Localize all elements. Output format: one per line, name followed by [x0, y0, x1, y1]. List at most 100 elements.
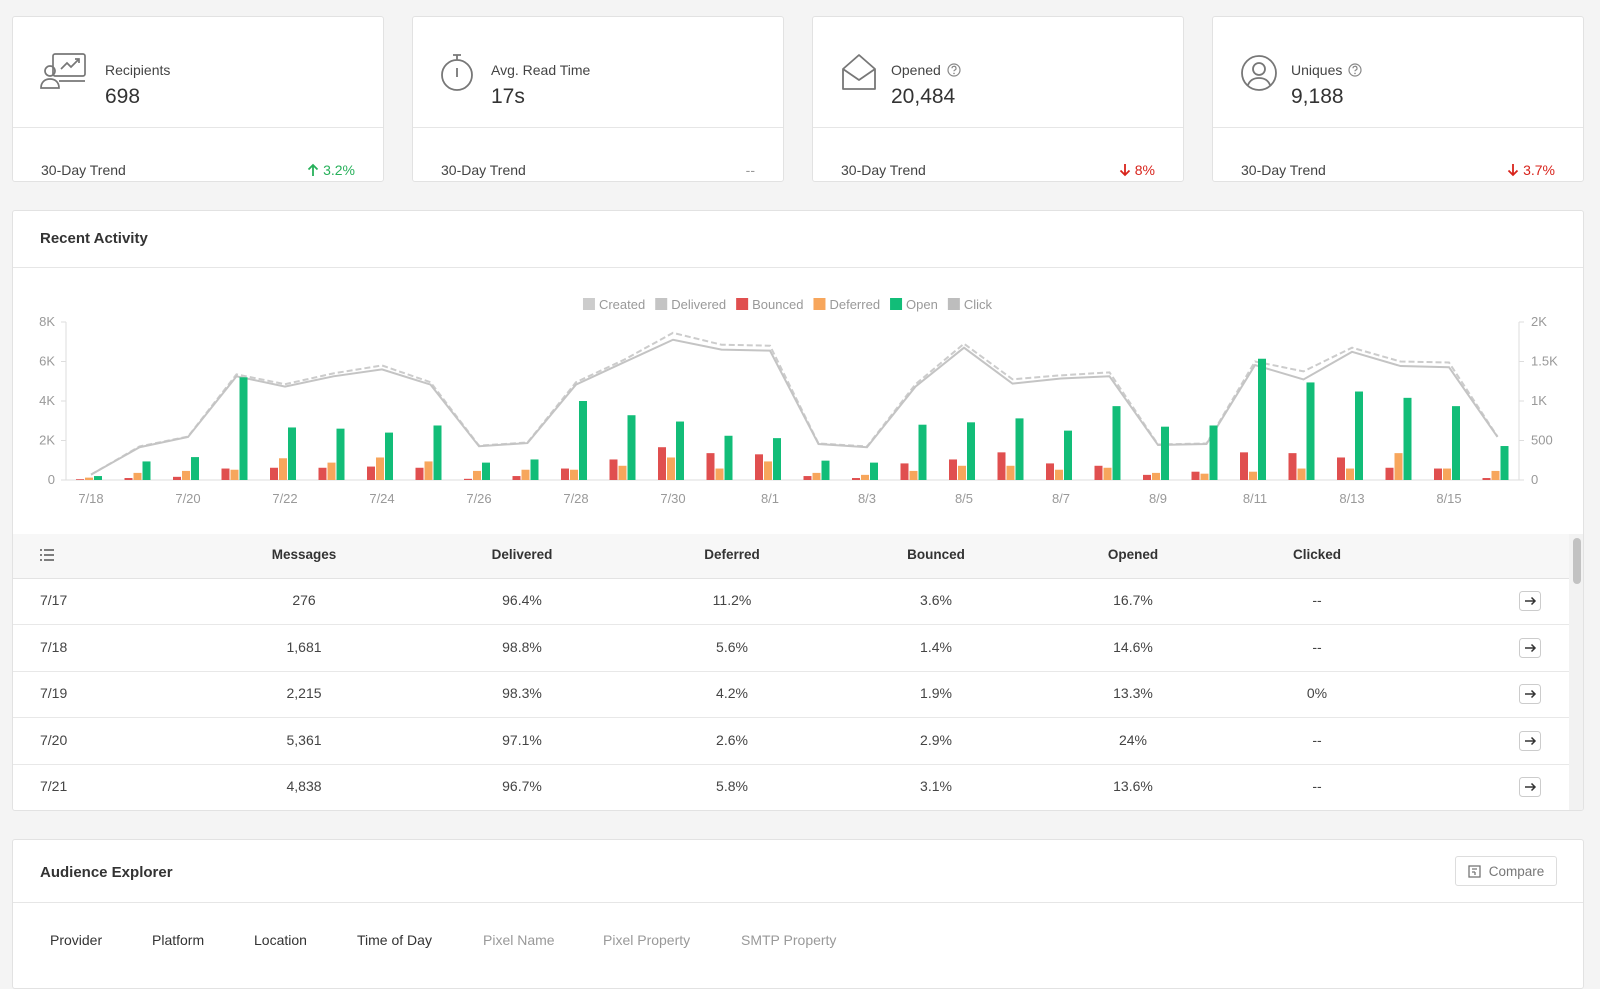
table-cell: 97.1% — [502, 731, 542, 748]
table-row: 7/20 5,361 97.1% 2.6% 2.9% 24% -- — [13, 718, 1569, 765]
bar — [85, 477, 93, 480]
bar — [764, 461, 772, 480]
bar — [958, 465, 966, 480]
divider — [13, 902, 1583, 903]
divider — [13, 267, 1583, 268]
legend: Created Delivered Bounced Deferred Open Click — [582, 297, 993, 312]
row-detail-button[interactable] — [1519, 777, 1541, 797]
bar — [1015, 418, 1024, 480]
bar — [1394, 453, 1403, 480]
row-detail-button[interactable] — [1519, 730, 1541, 751]
x-tick-label: 8/9 — [1149, 491, 1167, 506]
button-label: Compare — [1488, 863, 1545, 879]
y-tick-label: 6K — [39, 354, 55, 369]
row-date: 7/21 — [40, 778, 68, 794]
arrow-path — [1507, 164, 1519, 177]
table-cell: -- — [1312, 592, 1322, 608]
table-row: 7/18 1,681 98.8% 5.6% 1.4% 14.6% -- — [13, 625, 1569, 672]
arrow-icon — [1525, 596, 1537, 606]
bar — [385, 432, 393, 480]
bar — [909, 470, 918, 480]
bar — [1434, 468, 1442, 480]
bar — [1288, 453, 1297, 480]
page: Recipients 698 30-Day Trend 3.2% Avg. Re… — [12, 16, 1584, 989]
tab[interactable]: Time of Day — [357, 932, 432, 948]
bar — [173, 476, 181, 480]
bar — [182, 470, 190, 480]
tab: Pixel Property — [603, 932, 691, 948]
scrollbar-track — [1569, 534, 1583, 810]
y-tick-label: 500 — [1531, 433, 1553, 448]
bar — [724, 435, 733, 480]
legend-swatch — [736, 298, 749, 310]
x-tick-label: 8/13 — [1339, 491, 1364, 506]
table-cell: 96.4% — [502, 592, 542, 608]
bar — [76, 479, 84, 480]
bar — [812, 472, 821, 480]
bar — [1452, 406, 1460, 480]
help-icon[interactable] — [947, 63, 961, 77]
bar — [570, 469, 578, 480]
panel-title: Recent Activity — [40, 230, 148, 247]
column-header: Deferred — [704, 547, 760, 562]
bar — [327, 462, 336, 480]
compare-button[interactable]: Compare — [1455, 856, 1557, 886]
trend-value: 3.2% — [323, 162, 355, 178]
list-icon — [40, 549, 54, 561]
table-cell: 2.6% — [716, 731, 748, 748]
bar — [1385, 467, 1394, 480]
table-row: 7/21 4,838 96.7% 5.8% 3.1% 13.6% -- — [13, 764, 1569, 810]
tab[interactable]: Location — [254, 932, 307, 948]
bar — [561, 468, 569, 480]
table-cell: 2,215 — [286, 685, 322, 701]
tab[interactable]: Platform — [152, 932, 205, 948]
bar — [142, 461, 151, 480]
stat-card: Avg. Read Time 17s 30-Day Trend -- — [412, 16, 784, 182]
bar — [1064, 430, 1072, 480]
divider — [1213, 127, 1583, 128]
card-label: Uniques — [1291, 62, 1362, 78]
y-tick-label: 2K — [1531, 314, 1547, 329]
row-detail-button[interactable] — [1519, 684, 1541, 704]
bar — [1491, 470, 1500, 480]
stat-card: Recipients 698 30-Day Trend 3.2% — [12, 16, 384, 182]
trend-arrow — [307, 163, 319, 176]
bar — [667, 457, 675, 480]
table-cell: 98.3% — [502, 685, 542, 701]
bar — [1200, 473, 1209, 480]
trend: 8% — [1119, 162, 1155, 178]
row-date: 7/19 — [40, 685, 68, 701]
legend-label: Bounced — [752, 297, 803, 312]
table-cell: 4.2% — [716, 685, 748, 701]
bar — [676, 421, 684, 480]
card-label-text: Opened — [891, 62, 941, 78]
bar — [124, 478, 133, 480]
bar — [512, 476, 521, 480]
card-value: 20,484 — [891, 85, 956, 108]
line — [90, 338, 1499, 476]
x-tick-label: 8/15 — [1436, 491, 1461, 506]
legend-label: Delivered — [671, 297, 726, 312]
scrollbar-thumb[interactable] — [1573, 538, 1581, 584]
bar — [336, 428, 345, 480]
y-tick-label: 4K — [39, 393, 55, 408]
bar — [706, 453, 715, 480]
x-tick-label: 7/20 — [175, 491, 200, 506]
help-icon[interactable] — [1348, 63, 1362, 77]
trend-value: 8% — [1134, 162, 1155, 178]
tab: SMTP Property — [741, 932, 837, 948]
tab: Pixel Name — [483, 932, 555, 948]
x-tick-label: 7/22 — [272, 491, 297, 506]
bar — [715, 468, 724, 480]
tab[interactable]: Provider — [50, 932, 103, 948]
row-detail-button[interactable] — [1519, 591, 1541, 611]
bar — [424, 461, 433, 480]
table-cell: 16.7% — [1113, 592, 1153, 608]
trend-value: -- — [745, 162, 755, 178]
row-detail-button[interactable] — [1519, 637, 1541, 658]
timer-icon — [441, 54, 473, 91]
x-tick-label: 7/18 — [78, 491, 103, 506]
x-tick-label: 7/30 — [660, 491, 685, 506]
x-tick-label: 7/24 — [369, 491, 394, 506]
chart: 0 2K 4K 6K 8K 0 500 1K 1.5K 2K 7/18 7/20 7/22 7/24 7/2… — [39, 297, 1558, 506]
